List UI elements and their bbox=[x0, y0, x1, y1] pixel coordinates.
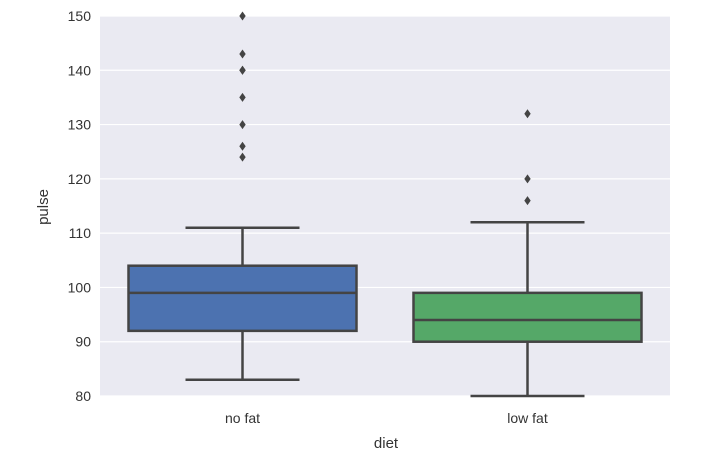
y-tick-label: 80 bbox=[75, 388, 91, 404]
outlier-point bbox=[239, 92, 246, 102]
y-tick-label: 110 bbox=[69, 225, 92, 241]
outlier-point bbox=[239, 152, 246, 162]
y-tick-label: 120 bbox=[68, 171, 92, 187]
box-group bbox=[412, 109, 643, 398]
x-tick-label: low fat bbox=[507, 410, 548, 426]
outlier-point bbox=[239, 120, 246, 130]
x-axis-label: diet bbox=[374, 435, 399, 452]
y-axis-label: pulse bbox=[35, 189, 52, 225]
y-tick-label: 100 bbox=[68, 279, 92, 295]
y-tick-label: 130 bbox=[68, 117, 92, 133]
outlier-point bbox=[524, 196, 531, 206]
box-group bbox=[127, 11, 358, 381]
y-tick-label: 140 bbox=[68, 62, 92, 78]
outlier-point bbox=[524, 109, 531, 119]
x-tick-label: no fat bbox=[225, 410, 260, 426]
y-tick-label: 150 bbox=[68, 8, 92, 24]
outlier-point bbox=[524, 174, 531, 184]
boxes bbox=[127, 11, 643, 398]
outlier-point bbox=[239, 11, 246, 21]
outlier-point bbox=[239, 141, 246, 151]
y-tick-label: 90 bbox=[75, 334, 91, 350]
box-iqr bbox=[412, 291, 643, 343]
box-iqr bbox=[127, 264, 358, 333]
y-axis-ticks: 80 90 100 110 120 130 140 150 bbox=[68, 8, 92, 404]
outlier-point bbox=[239, 65, 246, 75]
x-axis-ticks: no fat low fat bbox=[225, 410, 548, 426]
outlier-point bbox=[239, 49, 246, 59]
